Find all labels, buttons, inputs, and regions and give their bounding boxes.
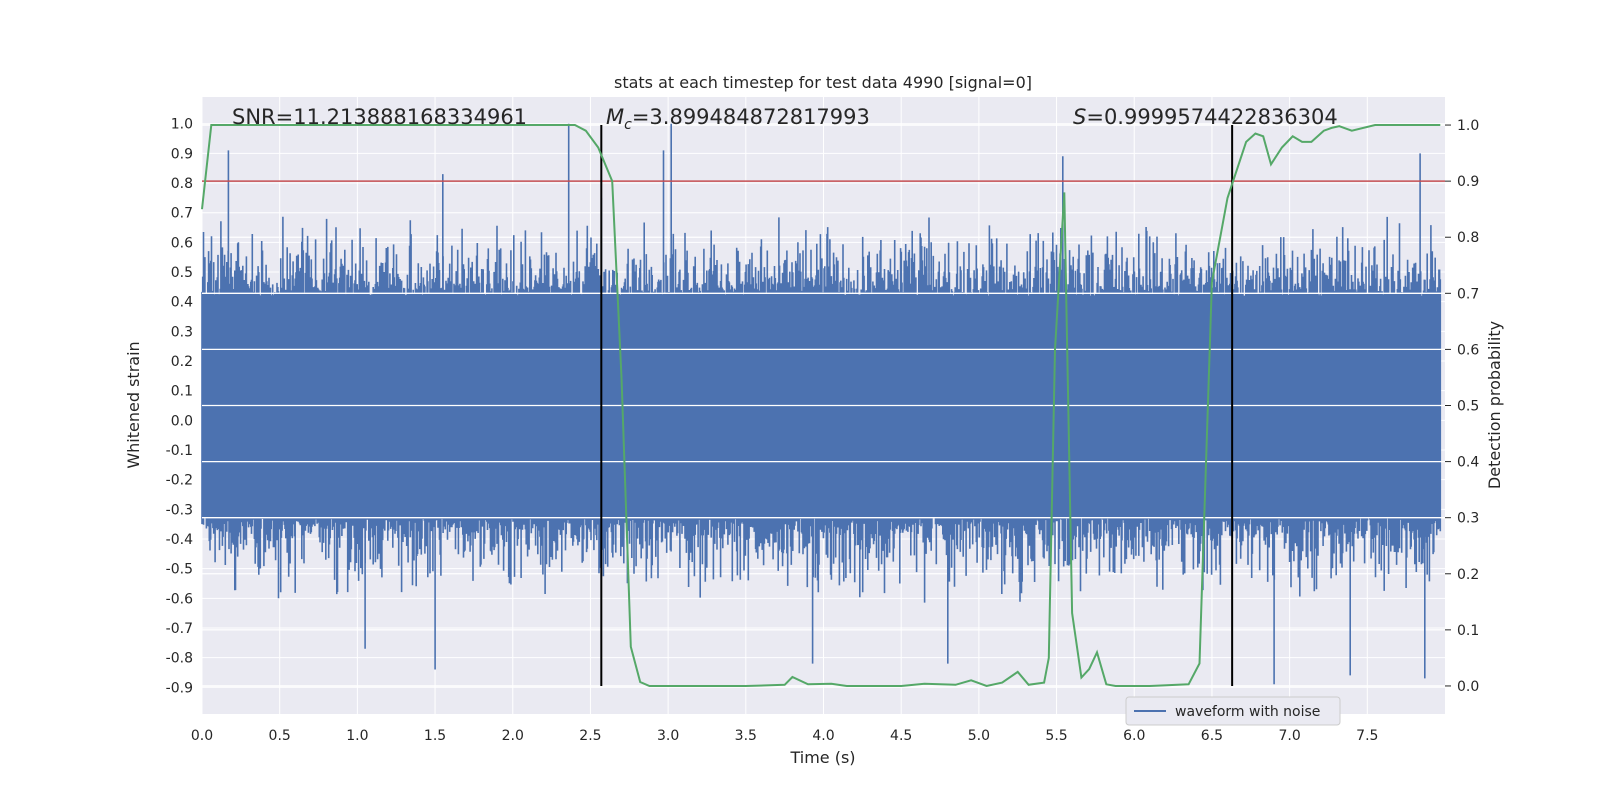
x-tick-label: 3.0 bbox=[657, 728, 679, 744]
y-tick-label: 0.5 bbox=[171, 265, 193, 281]
y-tick-label: -0.1 bbox=[166, 443, 193, 459]
legend-frame bbox=[1125, 696, 1341, 726]
y2-tick-label: 0.8 bbox=[1457, 230, 1479, 246]
y-tick-label: 0.6 bbox=[171, 235, 193, 251]
snr-annotation: SNR=11.213888168334961 bbox=[232, 105, 527, 129]
y2-axis-ticks: 1.0 0.9 0.8 0.7 0.6 0.5 0.4 0.3 0.2 0.1 0.0 bbox=[1445, 118, 1479, 695]
legend: waveform with noise bbox=[1125, 696, 1341, 726]
x-axis-ticks: 0.0 0.5 1.0 1.5 2.0 2.5 3.0 3.5 4.0 4.5 5.0 5.5 6.0 6… bbox=[191, 728, 1379, 744]
y2-tick-label: 0.2 bbox=[1457, 567, 1479, 583]
mc-symbol: M bbox=[606, 105, 624, 129]
y-tick-label: -0.5 bbox=[166, 562, 193, 578]
x-tick-label: 5.5 bbox=[1045, 728, 1067, 744]
x-tick-label: 7.0 bbox=[1278, 728, 1300, 744]
y2-tick-label: 0.0 bbox=[1457, 679, 1479, 695]
y-tick-label: 1.0 bbox=[171, 117, 193, 133]
y-tick-label: 0.0 bbox=[171, 413, 193, 429]
y-tick-label: 0.7 bbox=[171, 206, 193, 222]
vertical-markers bbox=[600, 125, 1234, 686]
y-tick-label: 0.9 bbox=[171, 146, 193, 162]
x-tick-label: 6.0 bbox=[1123, 728, 1145, 744]
y2-tick-label: 0.3 bbox=[1457, 511, 1479, 527]
probability-line bbox=[201, 124, 1441, 688]
mc-annotation: Mc=3.899484872817993 bbox=[606, 105, 870, 133]
x-tick-label: 2.5 bbox=[579, 728, 601, 744]
y-tick-label: 0.3 bbox=[171, 324, 193, 340]
s-symbol: S bbox=[1073, 105, 1086, 129]
x-tick-label: 0.0 bbox=[191, 728, 213, 744]
x-tick-label: 4.0 bbox=[812, 728, 834, 744]
y2-axis-label: Detection probability bbox=[1485, 321, 1504, 489]
x-tick-label: 4.5 bbox=[890, 728, 912, 744]
x-tick-label: 1.0 bbox=[346, 728, 368, 744]
y-tick-label: -0.8 bbox=[166, 651, 193, 667]
x-tick-label: 5.0 bbox=[968, 728, 990, 744]
x-axis-label: Time (s) bbox=[789, 748, 855, 767]
y-tick-label: 0.1 bbox=[171, 384, 193, 400]
y2-tick-label: 0.7 bbox=[1457, 286, 1479, 302]
y-tick-label: 0.2 bbox=[171, 354, 193, 370]
s-value: =0.9999574422836304 bbox=[1086, 105, 1337, 129]
y-axis-ticks: 1.0 0.9 0.8 0.7 0.6 0.5 0.4 0.3 0.2 0.1 0.0 -0.1 -0.… bbox=[166, 117, 193, 697]
y-tick-label: -0.2 bbox=[166, 473, 193, 489]
chart-title: stats at each timestep for test data 499… bbox=[614, 73, 1032, 92]
mc-value: =3.899484872817993 bbox=[632, 105, 870, 129]
waveform-series bbox=[201, 123, 1445, 685]
x-tick-label: 6.5 bbox=[1201, 728, 1223, 744]
y-tick-label: 0.4 bbox=[171, 295, 193, 311]
y2-tick-label: 0.1 bbox=[1457, 623, 1479, 639]
y-axis-label: Whitened strain bbox=[124, 341, 143, 468]
mc-subscript: c bbox=[624, 117, 632, 133]
y-tick-label: -0.9 bbox=[166, 680, 193, 696]
x-tick-label: 7.5 bbox=[1356, 728, 1378, 744]
s-annotation: S=0.9999574422836304 bbox=[1073, 105, 1338, 129]
y2-tick-label: 0.4 bbox=[1457, 455, 1479, 471]
x-tick-label: 0.5 bbox=[269, 728, 291, 744]
y2-tick-label: 0.5 bbox=[1457, 399, 1479, 415]
probability-series bbox=[201, 124, 1441, 688]
y-tick-label: -0.4 bbox=[166, 532, 193, 548]
x-tick-label: 1.5 bbox=[424, 728, 446, 744]
y-tick-label: 0.8 bbox=[171, 176, 193, 192]
y2-tick-label: 0.6 bbox=[1457, 342, 1479, 358]
y2-tick-label: 0.9 bbox=[1457, 174, 1479, 190]
x-tick-label: 3.5 bbox=[735, 728, 757, 744]
y2-tick-label: 1.0 bbox=[1457, 118, 1479, 134]
x-tick-label: 2.0 bbox=[502, 728, 524, 744]
y-tick-label: -0.3 bbox=[166, 502, 193, 518]
y-tick-label: -0.6 bbox=[166, 591, 193, 607]
waveform-line bbox=[201, 123, 1442, 685]
y-tick-label: -0.7 bbox=[166, 621, 193, 637]
legend-entry: waveform with noise bbox=[1175, 704, 1320, 720]
